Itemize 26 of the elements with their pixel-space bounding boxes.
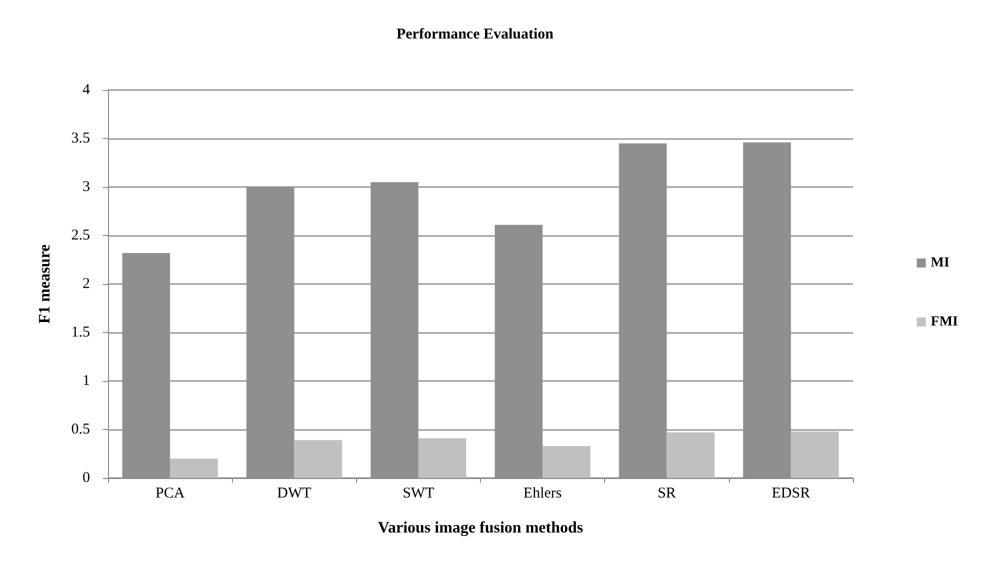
bar bbox=[294, 440, 342, 478]
bar bbox=[170, 458, 218, 478]
y-tick-label: 1 bbox=[82, 373, 90, 389]
x-axis-title: Various image fusion methods bbox=[378, 520, 584, 536]
chart-title: Performance Evaluation bbox=[396, 26, 554, 42]
legend-label: MI bbox=[930, 256, 950, 270]
y-axis-title: F1 measure bbox=[36, 244, 54, 324]
x-tick-label: EDSR bbox=[772, 486, 810, 502]
x-tick-label: SR bbox=[658, 486, 676, 502]
x-tick-label: PCA bbox=[155, 486, 185, 502]
bar bbox=[542, 446, 590, 478]
y-tick-label: 3.5 bbox=[71, 130, 90, 146]
x-tick-label: SWT bbox=[402, 486, 434, 502]
x-tick-label: DWT bbox=[277, 486, 312, 502]
y-tick-label: 2.5 bbox=[71, 228, 90, 244]
y-tick-label: 0 bbox=[82, 470, 90, 486]
y-tick-label: 1.5 bbox=[71, 324, 90, 340]
y-tick-label: 3 bbox=[82, 179, 90, 195]
bar bbox=[666, 432, 715, 478]
x-tick-label: Ehlers bbox=[523, 486, 562, 502]
bar bbox=[790, 431, 839, 478]
y-tick-label: 4 bbox=[82, 82, 90, 98]
bar bbox=[418, 438, 466, 478]
y-tick-label: 0.5 bbox=[71, 422, 90, 438]
legend-label: FMI bbox=[930, 314, 958, 330]
y-tick-label: 2 bbox=[82, 276, 90, 292]
